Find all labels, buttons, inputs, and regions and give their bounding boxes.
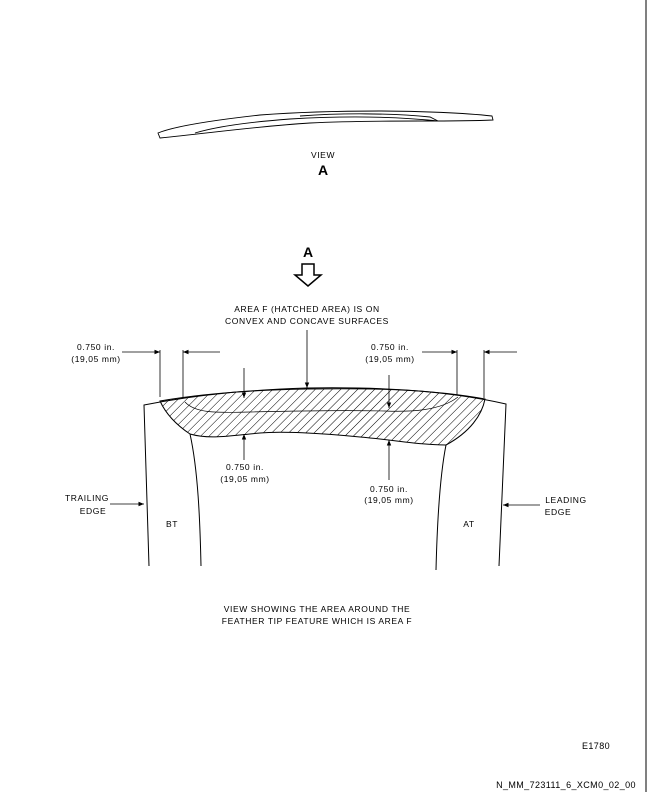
figure-id: E1780 [582,741,610,751]
bt-mark: BT [166,519,178,529]
trailing-edge-label: TRAILING EDGE [65,493,144,516]
svg-text:(19,05 mm): (19,05 mm) [364,495,413,505]
svg-text:0.750 in.: 0.750 in. [77,342,115,352]
caption-line1: VIEW SHOWING THE AREA AROUND THE [224,604,411,614]
caption-line2: FEATHER TIP FEATURE WHICH IS AREA F [222,616,412,626]
svg-text:(19,05 mm): (19,05 mm) [71,354,120,364]
drawing-id: N_MM_723111_6_XCM0_02_00 [496,780,636,790]
blade-section-profile [157,110,494,139]
at-mark: AT [463,519,474,529]
svg-text:LEADING: LEADING [545,495,587,505]
svg-text:(19,05 mm): (19,05 mm) [365,354,414,364]
area-callout-line1: AREA F (HATCHED AREA) IS ON [234,304,379,314]
dim-top-right: 0.750 in. (19,05 mm) [365,342,517,398]
view-label: VIEW [311,150,335,160]
dim-bottom-left: 0.750 in. (19,05 mm) [220,368,269,484]
view-letter: A [318,162,328,178]
leading-edge-label: LEADING EDGE [503,495,587,517]
view-direction-arrow-icon [292,263,324,287]
svg-text:0.750 in.: 0.750 in. [226,462,264,472]
dim-top-left: 0.750 in. (19,05 mm) [71,342,220,397]
view-arrow-letter: A [303,244,313,260]
svg-text:EDGE: EDGE [545,507,572,517]
blade-outline [143,387,507,571]
svg-text:0.750 in.: 0.750 in. [371,342,409,352]
hatched-area-f [159,388,486,446]
dim-bottom-right: 0.750 in. (19,05 mm) [364,375,413,505]
svg-text:EDGE: EDGE [80,506,107,516]
inner-contour [184,396,459,413]
area-callout-line2: CONVEX AND CONCAVE SURFACES [225,316,389,326]
svg-text:(19,05 mm): (19,05 mm) [220,474,269,484]
svg-text:TRAILING: TRAILING [65,493,109,503]
svg-text:0.750 in.: 0.750 in. [370,484,408,494]
